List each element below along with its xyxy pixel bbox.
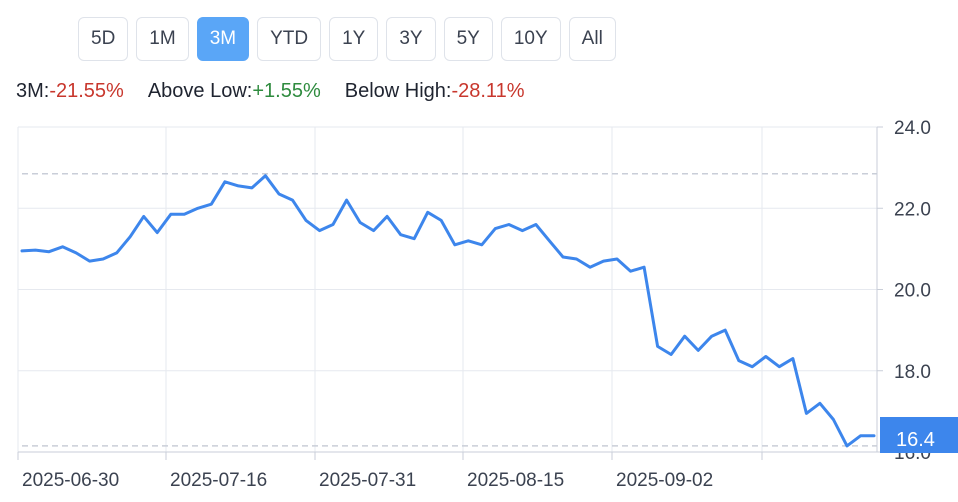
x-tick-label-2: 2025-07-31 [319,470,416,491]
x-tick-label-3: 2025-08-15 [467,470,564,491]
y-tick-label-2: 20.0 [894,281,931,302]
period-change-value: -21.55% [49,80,124,102]
range-button-ytd[interactable]: YTD [257,17,322,61]
y-tick-label-3: 18.0 [894,362,931,383]
range-button-3m[interactable]: 3M [196,17,250,61]
current-value-label: 16.4 [896,429,935,451]
performance-stats: 3M:-21.55% Above Low:+1.55% Below High:-… [16,80,524,103]
x-tick-label-4: 2025-09-02 [616,470,713,491]
range-button-1y[interactable]: 1Y [329,17,379,61]
range-button-1m[interactable]: 1M [136,17,189,61]
x-tick-label-0: 2025-06-30 [22,470,119,491]
below-high-stat: Below High:-28.11% [345,80,525,103]
range-selector: 5D 1M 3M YTD 1Y 3Y 5Y 10Y All [78,17,616,61]
period-change-label: 3M: [16,80,50,102]
y-tick-label-1: 22.0 [894,199,931,220]
below-high-label: Below High: [344,80,452,102]
above-low-label: Above Low: [147,80,253,102]
above-low-stat: Above Low:+1.55% [148,80,321,103]
below-high-value: -28.11% [451,80,525,102]
range-button-3y[interactable]: 3Y [386,17,436,61]
range-button-5y[interactable]: 5Y [443,17,493,61]
above-low-value: +1.55% [252,80,321,102]
y-tick-label-0: 24.0 [894,118,931,139]
current-value-tag [880,417,958,453]
period-change-stat: 3M:-21.55% [16,80,124,103]
x-tick-label-1: 2025-07-16 [170,470,267,491]
price-series-line [20,174,876,448]
range-button-5d[interactable]: 5D [78,17,129,61]
range-button-all[interactable]: All [568,17,616,61]
range-button-10y[interactable]: 10Y [500,17,561,61]
